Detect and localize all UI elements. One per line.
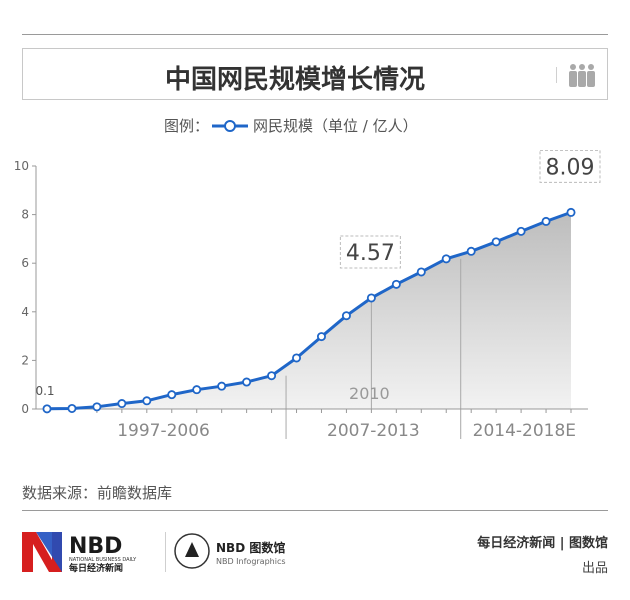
series-line [46, 210, 572, 411]
title-separator [556, 67, 557, 83]
nbd-logo: NBD NATIONAL BUSINESS DAILY 每日经济新闻 [22, 532, 137, 574]
data-point [366, 293, 376, 303]
y-tick-label: 0 [21, 402, 29, 416]
nbd-letters: NBD [69, 534, 122, 559]
infographics-logo: NBD 图数馆 NBD Infographics [174, 533, 286, 569]
credit-line-2: 出品 [581, 561, 608, 576]
data-point [67, 403, 77, 413]
infographics-triangle-icon [185, 542, 199, 557]
data-point [117, 399, 127, 409]
x-ticks [46, 409, 572, 413]
bottom-rule [22, 510, 608, 511]
data-point [391, 279, 401, 289]
legend-line-marker [212, 119, 249, 132]
annotation-label: 4.57 [346, 241, 395, 266]
period-label: 2007-2013 [327, 421, 420, 441]
annotation-box [539, 150, 601, 183]
annotations: 0.1 4.57 8.09 2010 [35, 150, 601, 403]
y-tick-label: 8 [21, 208, 29, 222]
chart: 0 2 4 6 8 10 0.1 4.57 8.09 2010 1997-2006 2007-20… [14, 150, 601, 441]
data-point [416, 267, 426, 277]
infographics-sub: NBD Infographics [216, 557, 286, 566]
data-points [42, 207, 576, 414]
data-point [466, 246, 476, 256]
period-labels: 1997-2006 2007-2013 2014-2018E [117, 421, 576, 441]
infographics-title: NBD 图数馆 [216, 540, 285, 555]
data-point [217, 381, 227, 391]
data-point [516, 226, 526, 236]
data-point [292, 353, 302, 363]
period-label: 2014-2018E [473, 421, 576, 441]
legend: 图例： 网民规模（单位 / 亿人） [164, 115, 418, 136]
data-point [167, 390, 177, 400]
y-tick-label: 4 [21, 305, 29, 319]
nbd-chinese: 每日经济新闻 [69, 562, 123, 574]
top-rule [22, 34, 608, 35]
y-axis: 0 2 4 6 8 10 [14, 159, 37, 416]
y-tick-label: 6 [21, 256, 29, 270]
annotation-label: 0.1 [35, 384, 54, 398]
data-point [316, 332, 326, 342]
logo-divider [165, 532, 166, 572]
data-point [192, 385, 202, 395]
title-box: 中国网民规模增长情况 [22, 48, 608, 100]
legend-label: 网民规模（单位 / 亿人） [253, 117, 418, 135]
data-point [267, 371, 277, 381]
annotation-box [339, 235, 401, 269]
data-point [142, 396, 152, 406]
people-icon [569, 64, 595, 87]
infographics-circle-icon [174, 533, 210, 569]
data-point [42, 404, 52, 414]
y-tick-label: 2 [21, 353, 29, 367]
area-fill [47, 212, 571, 409]
data-point [441, 254, 451, 264]
period-label: 1997-2006 [117, 421, 210, 441]
annotation-label: 8.09 [546, 155, 595, 180]
nbd-n-mark-blue [36, 532, 62, 572]
data-point [541, 216, 551, 226]
data-point [242, 377, 252, 387]
credit-line-1: 每日经济新闻 | 图数馆 [477, 536, 608, 551]
nbd-english: NATIONAL BUSINESS DAILY [69, 557, 137, 563]
data-point [491, 237, 501, 247]
legend-prefix: 图例： [164, 117, 210, 135]
marker-2010-label: 2010 [349, 384, 390, 403]
y-tick-label: 10 [14, 159, 29, 173]
data-point [92, 402, 102, 412]
source-note: 数据来源：前瞻数据库 [22, 484, 173, 502]
data-point [341, 311, 351, 321]
chart-title: 中国网民规模增长情况 [164, 65, 425, 95]
data-point [566, 207, 576, 217]
